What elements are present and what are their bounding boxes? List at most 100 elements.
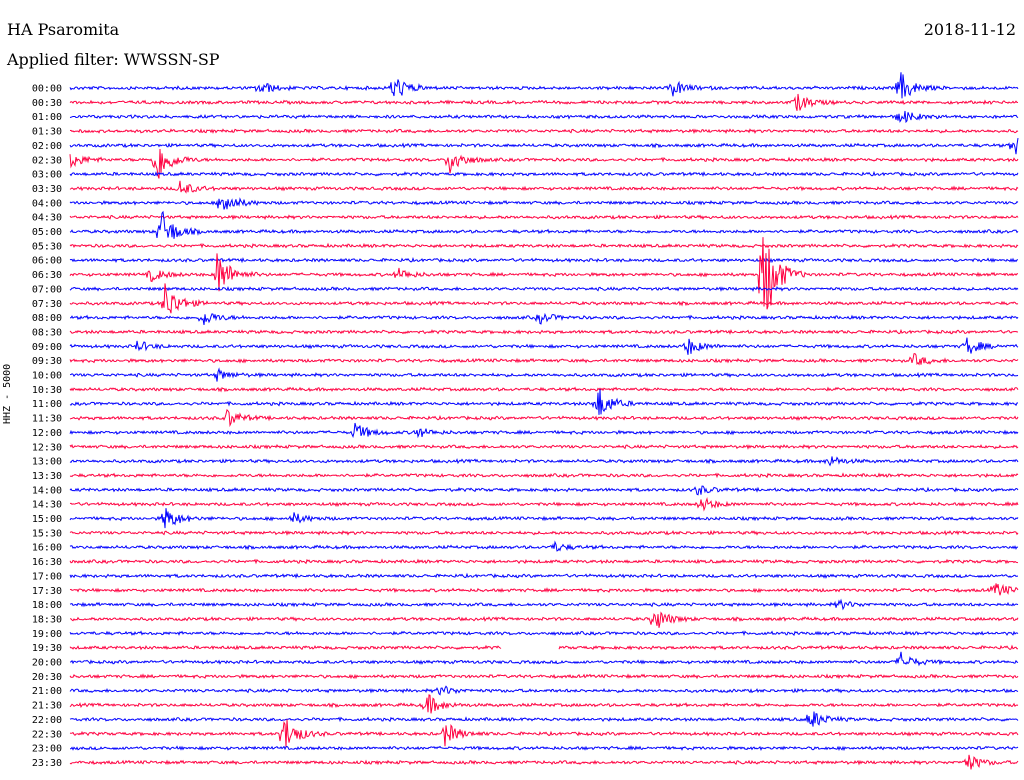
trace-line [69,256,1019,264]
time-label: 10:30 [32,385,62,396]
trace-line [69,630,1019,637]
time-label: 22:30 [32,729,62,740]
time-label: 12:30 [32,442,62,453]
time-label: 11:30 [32,414,62,425]
time-label: 15:30 [32,528,62,539]
time-label: 02:00 [32,141,62,152]
trace-line [69,529,1019,536]
trace-line [69,312,1019,325]
time-label: 13:00 [32,457,62,468]
trace-line [69,644,1018,651]
trace-line [69,389,1019,415]
time-label: 07:00 [32,284,62,295]
trace-line [69,485,1019,496]
time-label: 18:00 [32,600,62,611]
time-label: 14:30 [32,500,62,511]
time-label: 19:00 [32,629,62,640]
trace-line [69,210,1019,239]
time-label: 03:00 [32,170,62,181]
trace-line [69,422,1019,439]
time-label: 13:30 [32,471,62,482]
trace-line [69,72,1019,99]
time-label: 11:00 [32,399,62,410]
trace-line [69,138,1019,155]
trace-line [69,472,1019,479]
trace-line [69,754,1019,770]
time-label: 16:30 [32,557,62,568]
trace-line [69,673,1019,680]
time-label: 22:00 [32,715,62,726]
time-label: 04:00 [32,198,62,209]
time-label: 10:00 [32,371,62,382]
trace-line [69,110,1019,124]
station-title: HA Psaromita [7,20,120,39]
time-label: 23:00 [32,744,62,755]
trace-line [69,711,1019,727]
time-label: 04:30 [32,213,62,224]
trace-line [69,197,1019,210]
trace-line [69,283,1019,314]
time-label: 06:30 [32,270,62,281]
trace-line [69,558,1019,565]
time-label: 03:30 [32,184,62,195]
time-label: 20:30 [32,672,62,683]
trace-line [69,443,1019,450]
trace-line [69,337,1019,355]
trace-line [70,745,1019,752]
time-label: 14:00 [32,485,62,496]
trace-line [69,367,1019,382]
trace-line [69,328,1019,335]
trace-line [69,214,1019,221]
time-label: 08:00 [32,313,62,324]
trace-line [69,685,1019,696]
time-label: 01:00 [32,112,62,123]
time-label: 12:00 [32,428,62,439]
time-label: 09:00 [32,342,62,353]
time-label: 02:30 [32,155,62,166]
time-label: 08:30 [32,327,62,338]
trace-line [69,572,1018,579]
time-label: 23:30 [32,758,62,769]
trace-line [69,694,1019,714]
time-label: 17:30 [32,586,62,597]
trace-line [69,540,1019,552]
trace-line [69,170,1019,178]
trace-line [69,508,1019,529]
trace-line [69,237,1018,310]
time-label: 20:00 [32,658,62,669]
time-label: 18:30 [32,614,62,625]
time-label: 21:30 [32,701,62,712]
time-label: 06:00 [32,256,62,267]
time-label: 15:00 [32,514,62,525]
time-label: 01:30 [32,127,62,138]
filter-label: Applied filter: WWSSN-SP [7,50,220,69]
trace-line [69,583,1019,596]
time-label: 05:30 [32,241,62,252]
time-label: 07:30 [32,299,62,310]
trace-line [69,242,1019,249]
trace-line [69,148,1019,179]
time-label: 21:00 [32,686,62,697]
time-label: 05:00 [32,227,62,238]
time-label: 17:00 [32,571,62,582]
trace-line [69,611,1019,628]
trace-line [69,496,1019,512]
trace-line [69,93,1019,111]
time-label: 16:00 [32,543,62,554]
trace-line [69,353,1019,366]
date-label: 2018-11-12 [923,20,1016,39]
trace-line [69,719,1019,748]
time-label: 00:00 [32,84,62,95]
trace-line [69,286,1019,292]
time-label: 00:30 [32,98,62,109]
trace-line [69,598,1019,611]
trace-line [69,386,1019,393]
trace-line [69,456,1019,467]
time-label: 19:30 [32,643,62,654]
trace-line [69,128,1019,135]
trace-line [69,180,1019,194]
trace-line [69,408,1019,428]
trace-line [69,651,1019,667]
time-label: 09:30 [32,356,62,367]
